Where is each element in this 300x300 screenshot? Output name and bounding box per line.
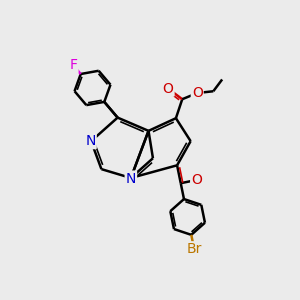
Text: O: O	[163, 82, 173, 96]
Text: O: O	[191, 173, 202, 187]
Text: Br: Br	[187, 242, 202, 256]
Text: F: F	[70, 58, 77, 73]
Text: O: O	[192, 86, 203, 100]
Text: N: N	[85, 134, 96, 148]
Text: N: N	[126, 172, 136, 186]
